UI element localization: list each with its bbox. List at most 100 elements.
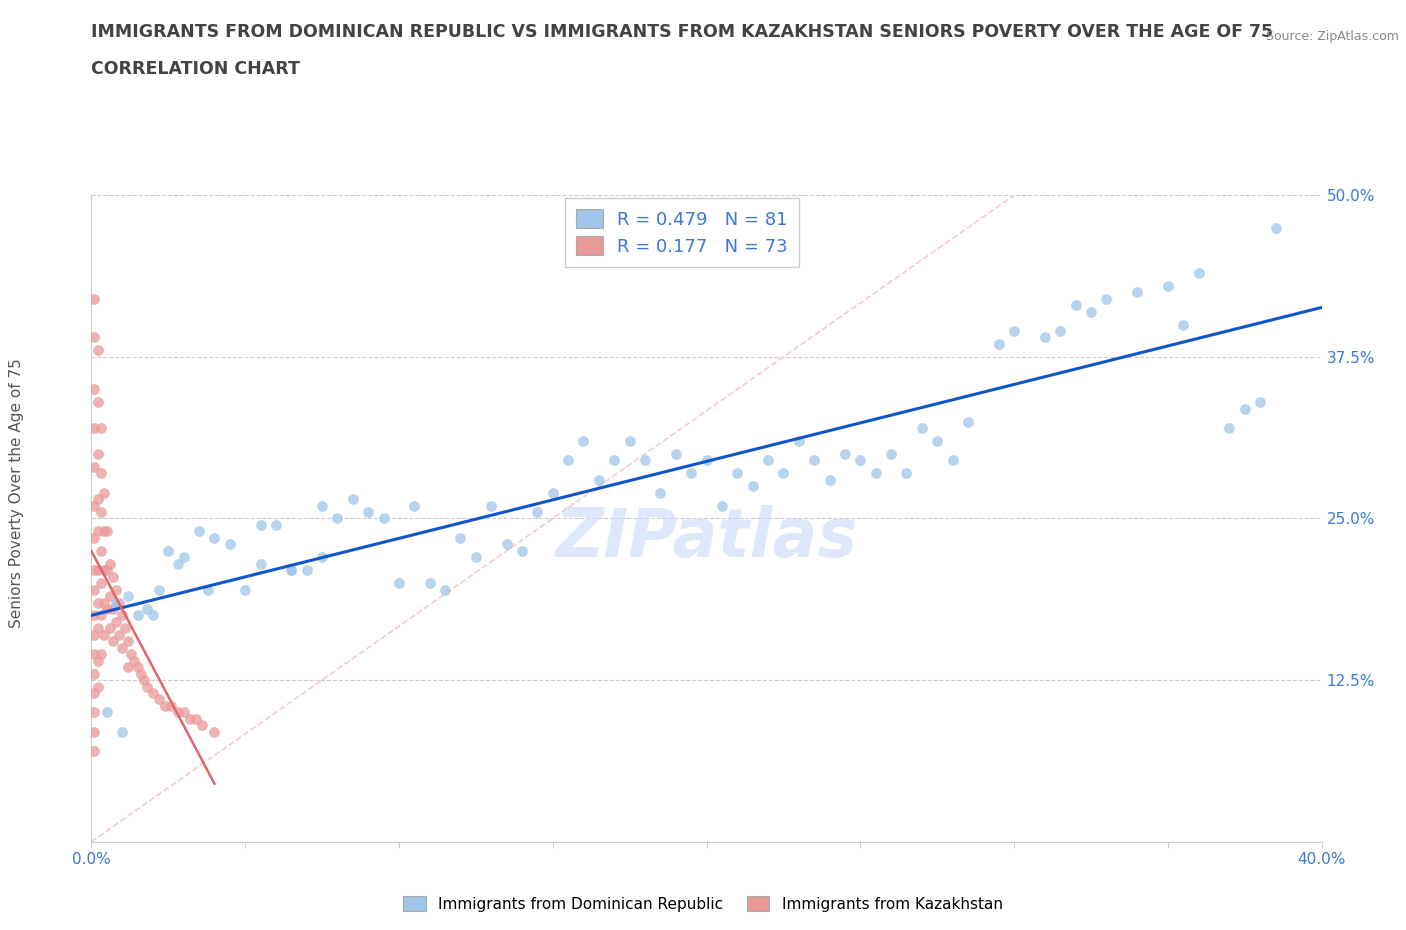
Point — [96, 563, 118, 578]
Point — [173, 705, 195, 720]
Text: IMMIGRANTS FROM DOMINICAN REPUBLIC VS IMMIGRANTS FROM KAZAKHSTAN SENIORS POVERTY: IMMIGRANTS FROM DOMINICAN REPUBLIC VS IM… — [91, 23, 1274, 41]
Point — [83, 420, 105, 435]
Point — [166, 556, 188, 571]
Point — [1049, 324, 1071, 339]
Point — [280, 563, 302, 578]
Point — [111, 641, 134, 656]
Point — [1126, 285, 1149, 299]
Point — [772, 466, 794, 481]
Point — [86, 343, 108, 358]
Point — [93, 628, 115, 643]
Point — [419, 576, 441, 591]
Point — [90, 505, 112, 520]
Point — [98, 621, 121, 636]
Point — [557, 453, 579, 468]
Point — [1218, 420, 1240, 435]
Point — [83, 382, 105, 397]
Point — [818, 472, 841, 487]
Point — [541, 485, 564, 500]
Point — [342, 492, 364, 507]
Point — [83, 685, 105, 700]
Text: CORRELATION CHART: CORRELATION CHART — [91, 60, 301, 78]
Point — [357, 505, 380, 520]
Point — [173, 550, 195, 565]
Point — [434, 582, 457, 597]
Point — [129, 666, 152, 681]
Point — [449, 530, 471, 545]
Point — [90, 576, 112, 591]
Point — [849, 453, 872, 468]
Point — [93, 485, 115, 500]
Point — [865, 466, 887, 481]
Point — [160, 698, 183, 713]
Point — [956, 414, 979, 429]
Point — [83, 498, 105, 513]
Point — [572, 433, 595, 448]
Point — [373, 512, 395, 526]
Point — [249, 517, 271, 532]
Point — [311, 498, 333, 513]
Point — [264, 517, 287, 532]
Point — [132, 672, 155, 687]
Point — [148, 582, 170, 597]
Point — [96, 705, 118, 720]
Point — [86, 679, 108, 694]
Point — [1002, 324, 1025, 339]
Text: Seniors Poverty Over the Age of 75: Seniors Poverty Over the Age of 75 — [10, 358, 24, 628]
Point — [756, 453, 779, 468]
Point — [86, 524, 108, 538]
Point — [179, 711, 201, 726]
Point — [803, 453, 825, 468]
Point — [896, 466, 918, 481]
Point — [117, 659, 139, 674]
Point — [665, 446, 688, 461]
Point — [83, 646, 105, 661]
Legend: Immigrants from Dominican Republic, Immigrants from Kazakhstan: Immigrants from Dominican Republic, Immi… — [398, 889, 1008, 918]
Point — [101, 569, 124, 584]
Point — [202, 530, 225, 545]
Point — [184, 711, 207, 726]
Point — [90, 608, 112, 623]
Point — [83, 582, 105, 597]
Point — [927, 433, 949, 448]
Point — [725, 466, 748, 481]
Point — [218, 537, 240, 551]
Point — [83, 563, 105, 578]
Point — [1264, 220, 1286, 235]
Point — [86, 446, 108, 461]
Point — [83, 666, 105, 681]
Point — [101, 602, 124, 617]
Point — [510, 543, 533, 558]
Point — [681, 466, 703, 481]
Point — [98, 556, 121, 571]
Point — [96, 602, 118, 617]
Point — [326, 512, 349, 526]
Point — [142, 608, 165, 623]
Point — [86, 653, 108, 668]
Point — [83, 459, 105, 474]
Point — [93, 595, 115, 610]
Point — [127, 659, 149, 674]
Point — [111, 608, 134, 623]
Point — [166, 705, 188, 720]
Point — [834, 446, 856, 461]
Point — [650, 485, 672, 500]
Point — [86, 492, 108, 507]
Point — [127, 608, 149, 623]
Point — [787, 433, 810, 448]
Point — [117, 589, 139, 604]
Point — [86, 621, 108, 636]
Point — [1064, 298, 1087, 312]
Point — [741, 479, 763, 494]
Point — [108, 628, 131, 643]
Point — [101, 634, 124, 649]
Text: Source: ZipAtlas.com: Source: ZipAtlas.com — [1265, 30, 1399, 43]
Point — [114, 621, 136, 636]
Point — [98, 589, 121, 604]
Point — [83, 705, 105, 720]
Point — [404, 498, 426, 513]
Point — [90, 543, 112, 558]
Point — [105, 595, 127, 610]
Point — [105, 615, 127, 630]
Point — [83, 330, 105, 345]
